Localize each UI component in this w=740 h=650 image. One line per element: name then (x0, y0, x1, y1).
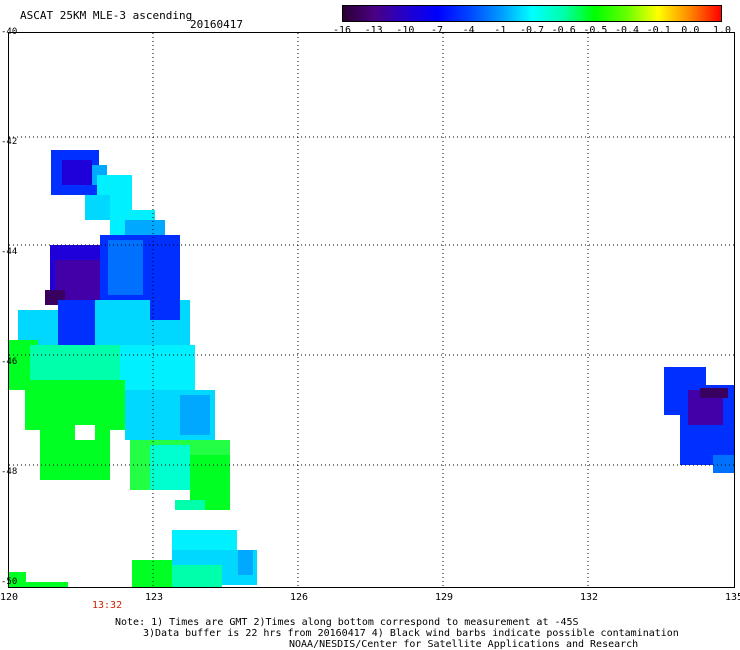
x-tick-label: 132 (579, 592, 599, 603)
colorbar-tick-label: 1.0 (712, 25, 732, 36)
time-label: 13:32 (92, 600, 123, 611)
map-title: ASCAT 25KM MLE-3 ascending (20, 9, 193, 22)
colorbar-tick-label: -0.6 (551, 25, 576, 36)
swath-cell (58, 300, 98, 350)
note-line-1: Note: 1) Times are GMT 2)Times along bot… (115, 617, 579, 628)
colorbar-tick-label: -0.4 (615, 25, 640, 36)
y-tick-label: -48 (1, 467, 18, 477)
colorbar-tick-label: -0.7 (520, 25, 545, 36)
swath-cell (172, 565, 222, 588)
y-tick-label: -44 (1, 247, 18, 257)
swath-cell (62, 160, 92, 185)
colorbar-tick-label: -0.5 (583, 25, 608, 36)
swath-cell (85, 195, 110, 220)
note-line-2: 3)Data buffer is 22 hrs from 20160417 4)… (143, 628, 679, 639)
y-tick-label: -40 (1, 27, 18, 37)
swath-gap (75, 425, 95, 440)
colorbar-tick-label: -16 (332, 25, 352, 36)
note-line-3: NOAA/NESDIS/Center for Satellite Applica… (289, 639, 639, 650)
colorbar-tick-label: 0.0 (681, 25, 700, 36)
swath-cell (713, 455, 735, 473)
swath-cell (180, 395, 210, 435)
x-tick-label: 123 (144, 592, 164, 603)
colorbar-tick-label: -4 (462, 25, 475, 36)
colorbar-tick-label: -0.1 (646, 25, 671, 36)
swath-cell (175, 500, 205, 510)
swath-cell (132, 560, 172, 588)
x-tick-label: 135 (724, 592, 740, 603)
colorbar-tick-label: -13 (364, 25, 383, 36)
x-tick-label: 126 (289, 592, 309, 603)
swath-cell (700, 388, 728, 398)
swath-cell (238, 550, 253, 575)
y-tick-label: -42 (1, 137, 18, 147)
colorbar (342, 5, 722, 22)
swath-cell (150, 445, 190, 490)
colorbar-tick-label: -1 (494, 25, 507, 36)
x-tick-label: 120 (0, 592, 19, 603)
colorbar-tick-label: -10 (396, 25, 415, 36)
y-tick-label: -46 (1, 357, 18, 367)
y-tick-label: -50 (1, 577, 18, 587)
swath-cell (150, 260, 180, 320)
map-date: 20160417 (190, 18, 243, 31)
colorbar-tick-label: -7 (430, 25, 444, 36)
swath-cell (8, 582, 68, 588)
swath-cell (108, 240, 143, 295)
swath-cell (8, 572, 26, 582)
plot-frame (8, 32, 735, 588)
x-tick-label: 129 (434, 592, 454, 603)
